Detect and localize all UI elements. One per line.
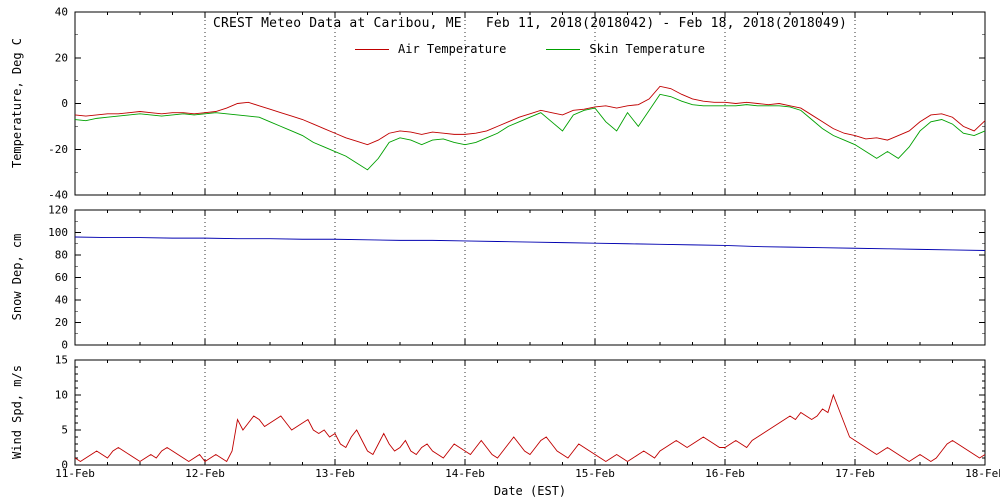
legend-label-air: Air Temperature bbox=[398, 42, 507, 56]
y-tick-label: 15 bbox=[55, 354, 68, 367]
panel-temperature: -40 -20 0 20 40 bbox=[48, 6, 986, 202]
y-tick-label: 0 bbox=[61, 339, 68, 352]
y-tick-label: 100 bbox=[48, 226, 68, 239]
x-tick-label: 18-Feb bbox=[965, 467, 1000, 480]
y-tick-label: 120 bbox=[48, 204, 68, 217]
y-tick-label: -40 bbox=[48, 189, 68, 202]
x-tick-label: 12-Feb bbox=[185, 467, 225, 480]
x-tick-label: 16-Feb bbox=[705, 467, 745, 480]
x-tick-label: 13-Feb bbox=[315, 467, 355, 480]
skin-temperature-line-swatch bbox=[546, 48, 581, 50]
y-axis-label-snow-depth: Snow Dep, cm bbox=[10, 233, 24, 321]
panel-snow-depth: 0 20 40 60 80 100 120 bbox=[48, 204, 986, 352]
legend: Air Temperature Skin Temperature bbox=[75, 42, 985, 56]
air-temperature-line-swatch bbox=[355, 48, 390, 50]
y-axis-label-wind-speed: Wind Spd, m/s bbox=[10, 365, 24, 459]
legend-label-skin: Skin Temperature bbox=[589, 42, 705, 56]
panel-frame bbox=[74, 359, 986, 466]
snow-dep-line bbox=[74, 236, 986, 251]
legend-item-air: Air Temperature bbox=[355, 42, 506, 56]
y-tick-label: 0 bbox=[61, 97, 68, 110]
chart-title: CREST Meteo Data at Caribou, ME Feb 11, … bbox=[212, 16, 848, 31]
skin-temperature-line bbox=[74, 93, 986, 171]
air-temperature-line bbox=[74, 85, 986, 146]
y-tick-label: 20 bbox=[55, 316, 68, 329]
y-tick-label: 5 bbox=[61, 424, 68, 437]
y-tick-label: -20 bbox=[48, 143, 68, 156]
panel-frame bbox=[74, 209, 986, 346]
x-tick-label: 11-Feb bbox=[55, 467, 95, 480]
y-tick-label: 40 bbox=[55, 6, 68, 19]
y-axis-label-temperature: Temperature, Deg C bbox=[10, 37, 24, 169]
x-axis-label: Date (EST) bbox=[493, 484, 567, 498]
x-tick-label: 14-Feb bbox=[445, 467, 485, 480]
wind-spd-line bbox=[74, 393, 986, 463]
panel-wind-speed: 0 5 10 15 bbox=[55, 354, 986, 472]
x-tick-label: 17-Feb bbox=[835, 467, 875, 480]
y-tick-label: 60 bbox=[55, 271, 68, 284]
y-tick-label: 80 bbox=[55, 249, 68, 262]
y-tick-label: 10 bbox=[55, 389, 68, 402]
x-tick-label: 15-Feb bbox=[575, 467, 615, 480]
legend-item-skin: Skin Temperature bbox=[546, 42, 705, 56]
panel-frame bbox=[74, 11, 986, 196]
y-tick-label: 20 bbox=[55, 51, 68, 64]
y-tick-label: 40 bbox=[55, 294, 68, 307]
y-tick-label: 0 bbox=[61, 459, 68, 472]
